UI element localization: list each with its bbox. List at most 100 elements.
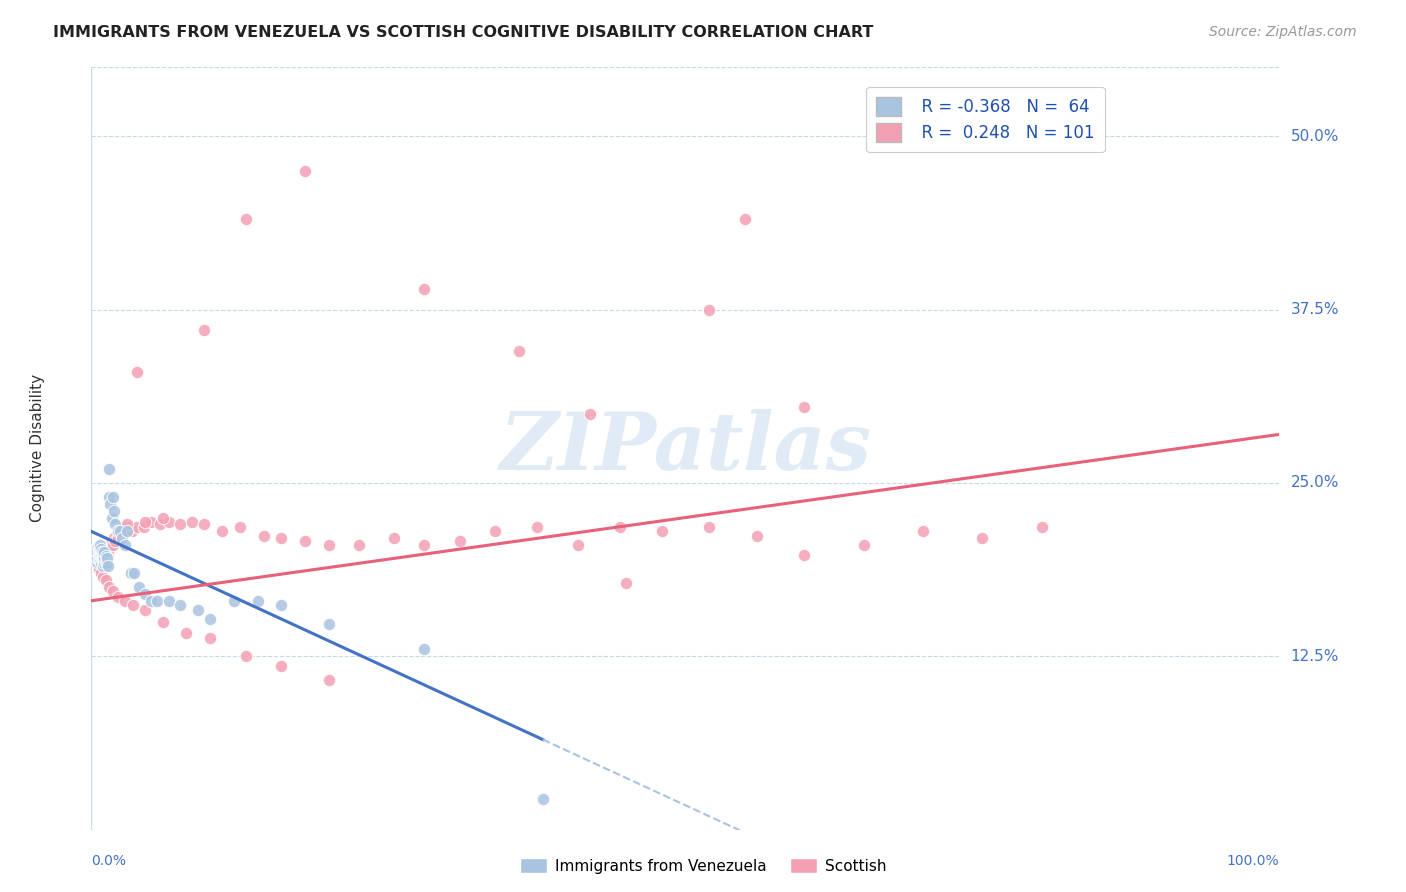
Point [84, 550, 107, 565]
Point [111, 524, 134, 539]
Point [91, 559, 114, 574]
Point [97, 548, 120, 562]
Point [91, 541, 114, 555]
Point [94, 550, 117, 565]
Point [86, 542, 108, 557]
Point [193, 323, 215, 337]
Point [91, 552, 114, 566]
Point [104, 534, 127, 549]
Point [852, 538, 875, 552]
Point [229, 520, 252, 534]
Point [115, 517, 138, 532]
Text: 25.0%: 25.0% [1291, 475, 1339, 491]
Point [413, 538, 436, 552]
Point [318, 673, 340, 687]
Point [93, 552, 115, 566]
Point [91, 547, 114, 561]
Point [567, 538, 589, 552]
Point [84, 548, 107, 562]
Point [235, 649, 257, 664]
Point [104, 517, 127, 532]
Point [91, 542, 114, 557]
Point [107, 524, 129, 539]
Point [134, 603, 156, 617]
Point [139, 594, 162, 608]
Point [84, 545, 107, 559]
Text: IMMIGRANTS FROM VENEZUELA VS SCOTTISH COGNITIVE DISABILITY CORRELATION CHART: IMMIGRANTS FROM VENEZUELA VS SCOTTISH CO… [53, 25, 873, 40]
Point [89, 548, 111, 562]
Point [152, 615, 174, 629]
Point [347, 538, 370, 552]
Point [86, 548, 108, 562]
Point [222, 594, 245, 608]
Point [93, 545, 115, 559]
Point [84, 545, 107, 559]
Point [318, 538, 340, 552]
Point [98, 580, 121, 594]
Point [89, 538, 111, 552]
Point [89, 553, 111, 567]
Point [96, 542, 118, 557]
Point [169, 598, 191, 612]
Point [94, 555, 117, 569]
Point [614, 575, 637, 590]
Point [100, 497, 122, 511]
Point [697, 302, 720, 317]
Legend:   R = -0.368   N =  64,   R =  0.248   N = 101: R = -0.368 N = 64, R = 0.248 N = 101 [866, 87, 1105, 152]
Point [449, 534, 471, 549]
Point [87, 541, 110, 555]
Point [651, 524, 673, 539]
Point [211, 524, 233, 539]
Point [107, 532, 129, 546]
Point [157, 515, 180, 529]
Point [84, 542, 107, 557]
Point [253, 528, 276, 542]
Point [246, 594, 269, 608]
Point [270, 598, 292, 612]
Point [734, 212, 756, 227]
Point [100, 510, 122, 524]
Point [508, 344, 530, 359]
Point [98, 462, 121, 476]
Point [91, 545, 114, 559]
Point [413, 642, 436, 657]
Point [91, 552, 114, 566]
Point [609, 520, 631, 534]
Point [318, 617, 340, 632]
Point [89, 553, 111, 567]
Point [90, 557, 112, 571]
Point [89, 542, 111, 557]
Point [697, 520, 720, 534]
Point [187, 603, 209, 617]
Point [176, 625, 198, 640]
Point [101, 490, 124, 504]
Point [100, 538, 122, 552]
Point [87, 547, 110, 561]
Point [90, 542, 112, 557]
Point [115, 520, 138, 534]
Point [101, 538, 124, 552]
Legend: Immigrants from Venezuela, Scottish: Immigrants from Venezuela, Scottish [513, 852, 893, 880]
Point [96, 557, 118, 571]
Point [90, 549, 112, 564]
Point [134, 515, 156, 529]
Point [86, 550, 108, 565]
Point [91, 552, 114, 566]
Point [90, 557, 112, 571]
Point [86, 555, 108, 569]
Point [100, 534, 122, 549]
Point [157, 594, 180, 608]
Point [128, 580, 150, 594]
Point [526, 520, 548, 534]
Point [1031, 520, 1053, 534]
Point [89, 542, 111, 557]
Point [96, 550, 118, 565]
Point [97, 559, 120, 574]
Point [114, 538, 136, 552]
Point [84, 552, 107, 566]
Point [270, 659, 292, 673]
Point [103, 503, 125, 517]
Point [90, 542, 112, 557]
Point [413, 282, 436, 296]
Point [294, 164, 316, 178]
